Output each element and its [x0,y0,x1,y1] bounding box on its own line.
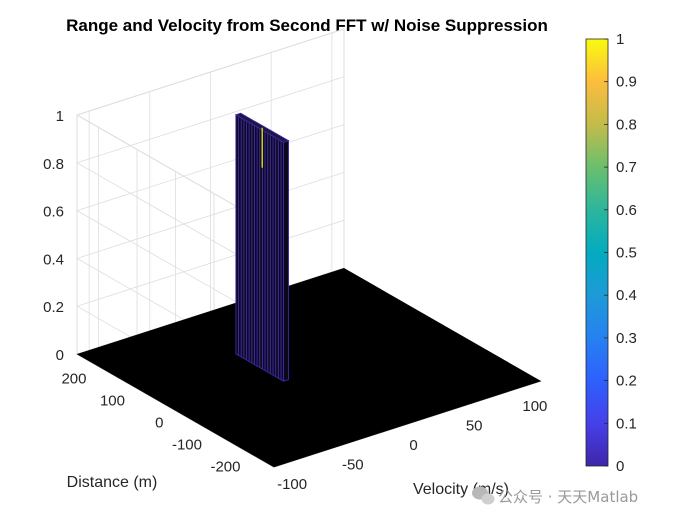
peak-ridge [235,114,239,357]
surface [77,268,541,467]
colorbar-tick-label: 0.5 [616,245,637,262]
colorbar-tick-label: 0.6 [616,202,637,219]
y-axis-label: Distance (m) [67,474,158,491]
colorbar-tick-label: 0.4 [616,287,637,304]
colorbar-tick-label: 0.9 [616,74,637,91]
grid-line [76,124,345,211]
z-tick-label: 0.2 [43,299,64,316]
y-tick-label: 200 [61,370,86,387]
peak-face [283,139,289,382]
axis-box-edge [76,28,345,116]
colorbar-tick-label: 0.7 [616,159,637,176]
z-tick-label: 0.6 [43,204,64,221]
colorbar-tick-label: 1 [616,31,624,48]
y-tick-label: -100 [172,437,202,454]
x-tick-label: -50 [342,457,364,474]
z-tick-label: 1 [56,108,64,125]
colorbar-tick-label: 0.8 [616,116,637,133]
y-tick-label: -200 [210,459,240,476]
grid-line [76,219,345,307]
watermark: 公众号 · 天天Matlab [472,486,638,506]
y-tick-label: 0 [155,415,163,432]
x-tick-label: 50 [466,418,483,435]
colorbar-tick-label: 0.3 [616,330,637,347]
y-tick-label: 100 [100,392,125,409]
colorbar-ticks: 0 0.1 0.2 0.3 0.4 0.5 0.6 0.7 0.8 0.9 1 [604,31,637,475]
colorbar-tick-label: 0.2 [616,373,637,390]
colorbar-tick-label: 0 [616,458,624,475]
watermark-text: 公众号 · 天天Matlab [498,488,638,506]
x-axis-label: Velocity (m/s) [413,481,509,498]
colorbar-tick-label: 0.1 [616,415,637,432]
x-tick-label: -100 [277,476,307,493]
z-tick-label: 0 [56,347,64,364]
grid-line [76,76,345,164]
x-tick-label: 100 [522,398,547,415]
z-tick-label: 0.4 [43,251,64,268]
surface-plane [77,268,541,467]
grid-line [76,172,345,259]
z-tick-label: 0.8 [43,156,64,173]
peak [234,112,290,382]
x-tick-label: 0 [409,437,417,454]
wechat-icon [472,486,495,505]
tick-labels: -100 -50 0 50 100 -200 -100 0 100 200 0 0.2 0.4 0.6 0.… [43,108,547,493]
chart-title: Range and Velocity from Second FFT w/ No… [66,16,548,35]
